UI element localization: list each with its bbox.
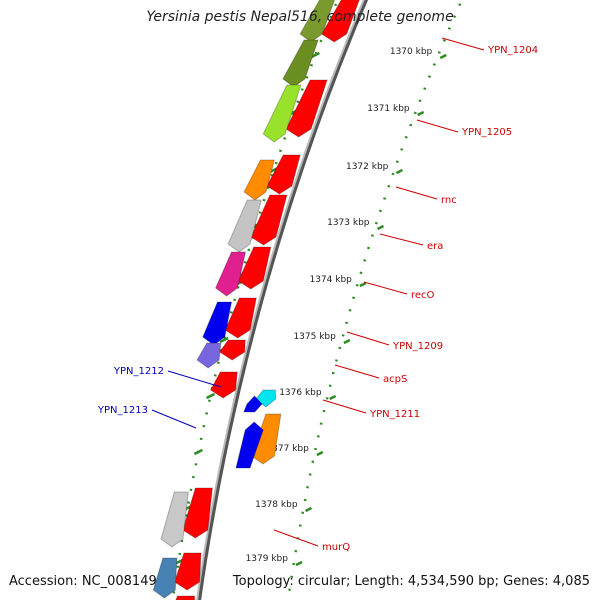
gene-feature-block (202, 301, 233, 346)
gene-leader-line (363, 281, 408, 295)
gene-leader-line (151, 409, 197, 429)
gene-feature-block (282, 39, 319, 88)
tick-mark-inner (310, 51, 321, 59)
gene-arrow-forward (237, 246, 272, 290)
gene-arrow-forward (174, 552, 202, 591)
tick-label: 1377 kbp (266, 444, 309, 454)
gene-leader-line (441, 37, 485, 51)
tick-mark-outer (295, 560, 303, 567)
gene-arrow-forward (321, 0, 360, 43)
backbone-line (197, 0, 369, 600)
gene-arrow-forward (224, 297, 257, 339)
gene-arrow-forward (175, 595, 196, 600)
gene-feature-block (243, 159, 276, 201)
gene-leader-line (322, 399, 367, 414)
tick-label: 1376 kbp (279, 388, 322, 398)
gene-label-era: era (427, 241, 443, 252)
map-title: Yersinia pestis Nepal516, complete genom… (146, 9, 454, 25)
tick-ring-outer (286, 0, 464, 600)
tick-label: 1374 kbp (309, 275, 352, 285)
gene-label-rnc: rnc (441, 195, 457, 206)
gene-label-ypn_1212: YPN_1212 (113, 366, 164, 377)
tick-mark-outer (395, 168, 403, 175)
gene-label-murq: murQ (322, 542, 350, 553)
tick-mark-outer (329, 394, 337, 401)
tick-mark-outer (359, 281, 367, 288)
gene-arrow-forward (218, 339, 246, 361)
tick-mark-outer (304, 506, 313, 513)
gene-arrow-forward (250, 194, 288, 246)
gene-label-ypn_1211: YPN_1211 (369, 409, 420, 420)
topology-text: Topology: circular; Length: 4,534,590 bp… (232, 574, 590, 589)
gene-feature-block (262, 84, 302, 143)
gene-label-ypn_1204: YPN_1204 (487, 45, 538, 56)
gene-feature-block (227, 199, 262, 253)
tick-mark-outer (316, 450, 324, 457)
tick-label: 1375 kbp (293, 332, 336, 342)
tick-rings (171, 0, 464, 600)
gene-label-ypn_1213: YPN_1213 (97, 405, 148, 416)
gene-label-reco: recO (411, 290, 435, 301)
gene-feature-block (299, 0, 336, 43)
gene-leader-line (395, 186, 438, 200)
gene-arrow-forward (266, 154, 301, 195)
tick-label: 1379 kbp (246, 554, 289, 564)
gene-feature-block (160, 491, 189, 548)
gene-leader-line (167, 370, 222, 388)
feature-blocks (152, 0, 360, 600)
tick-mark-outer (376, 224, 385, 231)
gene-arrow-reverse-small (243, 395, 263, 413)
gene-label-ypn_1205: YPN_1205 (461, 127, 512, 138)
gene-feature-block (196, 342, 222, 369)
tick-mark-inner (205, 392, 216, 400)
tick-mark-outer (417, 110, 425, 117)
tick-label: 1371 kbp (367, 104, 410, 114)
gene-arrow-forward (182, 487, 213, 539)
gene-label-acps: acpS (383, 374, 407, 385)
gene-leader-line (379, 233, 424, 246)
gene-label-ypn_1209: YPN_1209 (392, 341, 443, 352)
tick-mark-outer (439, 53, 447, 60)
gene-feature-block (214, 251, 247, 297)
gene-leader-line (416, 119, 459, 133)
gene-arrow-forward (209, 371, 238, 399)
tick-label: 1370 kbp (390, 47, 433, 57)
gene-feature-block (152, 557, 178, 599)
genome-backbone (196, 0, 369, 600)
tick-mark-outer (343, 338, 351, 345)
gene-leader-line (334, 364, 380, 379)
gene-leader-line (346, 331, 390, 346)
tick-ring-inner (171, 0, 340, 600)
gene-arrow-forward (285, 79, 328, 138)
tick-label: 1378 kbp (255, 500, 298, 510)
gene-arrow-reverse (235, 421, 264, 469)
gene-leader-line (273, 529, 319, 547)
tick-mark-inner (219, 336, 229, 344)
tick-label: 1372 kbp (346, 162, 389, 172)
accession-text: Accession: NC_008149 (9, 574, 157, 589)
tick-label: 1373 kbp (327, 218, 370, 228)
backbone-highlight (196, 0, 365, 600)
